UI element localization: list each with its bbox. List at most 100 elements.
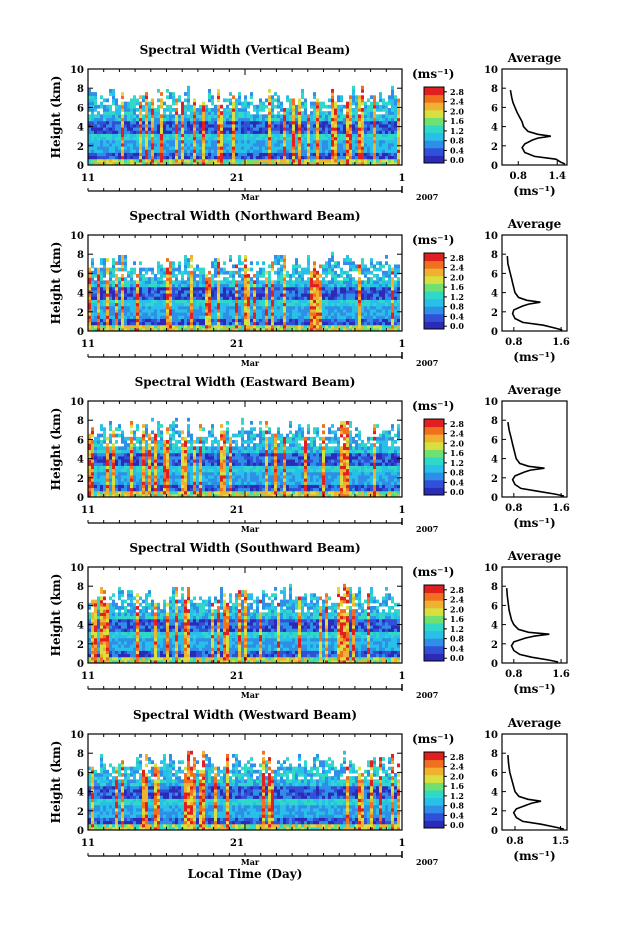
heatmap-cell — [316, 315, 319, 319]
heatmap-cell — [226, 327, 229, 331]
heatmap-cell — [154, 321, 157, 326]
heatmap-cell — [154, 477, 157, 482]
heatmap-cell — [313, 321, 316, 326]
heatmap-cell — [172, 299, 175, 304]
heatmap-cell — [262, 308, 265, 313]
heatmap-cell — [133, 315, 136, 319]
y-tick-label: 6 — [77, 103, 84, 114]
heatmap-cell — [88, 433, 91, 438]
heatmap-cell — [178, 139, 181, 144]
heatmap-cell — [358, 114, 361, 119]
heatmap-cell — [310, 324, 313, 329]
heatmap-cell — [232, 142, 235, 147]
heatmap-cell — [103, 155, 106, 160]
heatmap-cell — [193, 111, 196, 115]
heatmap-cell — [397, 130, 400, 134]
heatmap-cell — [322, 299, 325, 304]
heatmap-cell — [331, 318, 334, 323]
heatmap-cell — [244, 139, 247, 144]
heatmap-cell — [199, 152, 202, 157]
heatmap-cell — [289, 98, 292, 103]
heatmap-cell — [124, 258, 127, 262]
heatmap-cell — [139, 123, 142, 128]
heatmap-cell — [265, 318, 268, 323]
heatmap-cell — [283, 142, 286, 147]
heatmap-cell — [91, 104, 94, 109]
heatmap-cell — [319, 311, 322, 316]
heatmap-cell — [328, 305, 331, 310]
heatmap-cell — [178, 270, 181, 275]
heatmap-cell — [322, 267, 325, 272]
heatmap-cell — [154, 443, 157, 447]
heatmap-cell — [364, 299, 367, 304]
heatmap-cell — [130, 133, 133, 138]
heatmap-cell — [97, 443, 100, 447]
heatmap-cell — [274, 318, 277, 323]
heatmap-cell — [364, 126, 367, 131]
heatmap-cell — [364, 264, 367, 269]
heatmap-cell — [238, 95, 241, 100]
heatmap-cell — [205, 107, 208, 112]
heatmap-cell — [160, 490, 163, 495]
heatmap-cell — [361, 324, 364, 329]
heatmap-cell — [355, 280, 358, 285]
heatmap-cell — [355, 142, 358, 147]
heatmap-cell — [256, 315, 259, 319]
heatmap-cell — [355, 161, 358, 165]
heatmap-cell — [235, 130, 238, 134]
heatmap-cell — [142, 130, 145, 134]
heatmap-cell — [268, 114, 271, 119]
heatmap-cell — [292, 130, 295, 134]
heatmap-cell — [322, 302, 325, 307]
heatmap-cell — [304, 107, 307, 112]
heatmap-cell — [259, 270, 262, 275]
heatmap-cell — [151, 149, 154, 153]
heatmap-cell — [148, 318, 151, 323]
heatmap-cell — [208, 136, 211, 141]
heatmap-cell — [112, 149, 115, 153]
heatmap-cell — [112, 95, 115, 100]
heatmap-cell — [313, 104, 316, 109]
colorbar-tick-label: 2.0 — [450, 106, 464, 116]
year-label: 2007 — [416, 192, 438, 202]
heatmap-cell — [349, 142, 352, 147]
heatmap-cell — [229, 289, 232, 294]
heatmap-cell — [280, 324, 283, 329]
heatmap-cell — [115, 481, 118, 485]
heatmap-cell — [301, 120, 304, 125]
heatmap-cell — [97, 452, 100, 457]
heatmap-cell — [364, 142, 367, 147]
heatmap-cell — [163, 315, 166, 319]
heatmap-cell — [154, 155, 157, 160]
heatmap-cell — [232, 136, 235, 141]
heatmap-cell — [382, 273, 385, 278]
heatmap-cell — [271, 302, 274, 307]
heatmap-cell — [217, 98, 220, 103]
heatmap-cell — [100, 267, 103, 272]
heatmap-cell — [118, 433, 121, 438]
colorbar-segment — [424, 268, 444, 277]
heatmap-cell — [358, 161, 361, 165]
heatmap-cell — [139, 477, 142, 482]
heatmap-cell — [253, 321, 256, 326]
heatmap-cell — [118, 292, 121, 297]
heatmap-cell — [310, 289, 313, 294]
heatmap-cell — [340, 158, 343, 163]
heatmap-cell — [244, 311, 247, 316]
heatmap-cell — [397, 296, 400, 300]
heatmap-cell — [349, 267, 352, 272]
heatmap-cell — [175, 327, 178, 331]
heatmap-cell — [271, 142, 274, 147]
heatmap-cell — [97, 280, 100, 285]
heatmap-cell — [187, 130, 190, 134]
heatmap-cell — [322, 130, 325, 134]
heatmap-cell — [256, 107, 259, 112]
heatmap-cell — [142, 133, 145, 138]
heatmap-cell — [127, 452, 130, 457]
heatmap-cell — [364, 158, 367, 163]
heatmap-cell — [88, 139, 91, 144]
heatmap-cell — [172, 318, 175, 323]
heatmap-cell — [370, 308, 373, 313]
heatmap-cell — [325, 267, 328, 272]
heatmap-cell — [136, 273, 139, 278]
